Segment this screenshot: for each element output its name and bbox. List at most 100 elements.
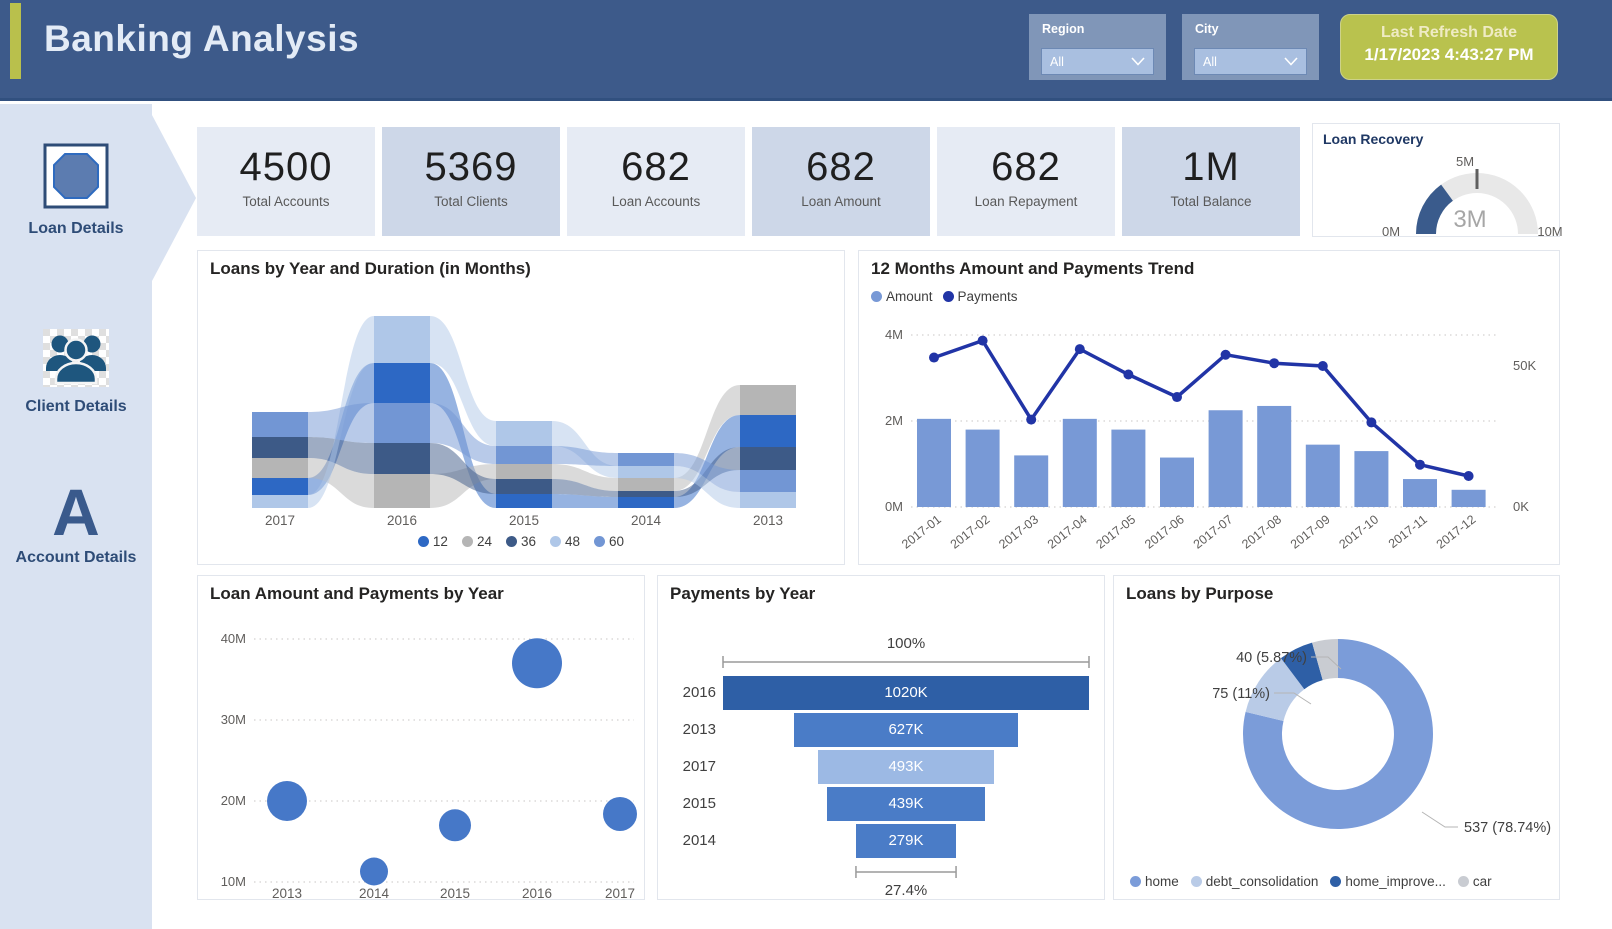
ribbon-flow-24[interactable] (674, 385, 740, 491)
amount-bar-2017-10[interactable] (1354, 451, 1389, 507)
ribbon-column-2017-12[interactable] (252, 478, 308, 495)
amount-bar-2017-09[interactable] (1305, 444, 1340, 507)
legend-item-home[interactable]: home (1130, 874, 1179, 889)
ribbon-column-2013-12[interactable] (740, 415, 796, 447)
payments-point-2017-03[interactable] (1026, 414, 1037, 425)
kpi-value: 682 (621, 145, 691, 189)
amount-bar-2017-06[interactable] (1160, 457, 1194, 507)
ribbon-column-2013-36[interactable] (740, 447, 796, 470)
ribbon-flow-48[interactable] (430, 316, 496, 446)
bubble-2016[interactable] (512, 638, 562, 689)
amount-bar-2017-04[interactable] (1062, 418, 1097, 507)
amount-bar-2017-01[interactable] (917, 418, 951, 507)
funnel-bar-2015[interactable]: 439K (827, 787, 985, 821)
bubble-2017[interactable] (603, 797, 637, 831)
region-dropdown[interactable]: All (1041, 48, 1154, 75)
payments-point-2017-11[interactable] (1415, 459, 1425, 470)
donut-slice-car[interactable] (1312, 639, 1338, 681)
ribbon-column-2015-12[interactable] (496, 494, 552, 508)
payments-point-2017-05[interactable] (1123, 369, 1134, 380)
amount-bar-2017-07[interactable] (1208, 410, 1243, 507)
amount-bar-2017-02[interactable] (965, 429, 1000, 507)
bubble-2014[interactable] (360, 857, 388, 886)
ribbon-column-2014-12[interactable] (618, 497, 674, 508)
city-dropdown-value: All (1203, 54, 1217, 69)
amount-bar-2017-08[interactable] (1257, 405, 1292, 507)
ribbon-column-2016-36[interactable] (374, 443, 430, 474)
legend-dot-icon (505, 536, 517, 547)
ribbon-column-2017-60[interactable] (252, 412, 308, 437)
payments-point-2017-06[interactable] (1172, 392, 1182, 403)
sidebar-item-account-details[interactable]: A Account Details (0, 479, 152, 567)
bubble-2013[interactable] (267, 781, 307, 821)
ribbon-flow-36[interactable] (552, 479, 618, 497)
ribbon-column-2015-36[interactable] (496, 479, 552, 494)
payments-point-2017-04[interactable] (1074, 344, 1085, 355)
ribbon-flow-48[interactable] (674, 466, 740, 508)
payments-point-2017-09[interactable] (1317, 361, 1328, 372)
funnel-bar-2017[interactable]: 493K (817, 750, 995, 784)
legend-item-amount[interactable]: Amount (871, 289, 933, 304)
legend-item-60[interactable]: 60 (594, 534, 624, 549)
donut-slice-debt_consolidation[interactable] (1245, 658, 1305, 721)
ribbon-column-2015-24[interactable] (496, 464, 552, 479)
payments-point-2017-08[interactable] (1269, 358, 1280, 369)
funnel-bar-2016[interactable]: 1020K (723, 676, 1089, 710)
ribbon-flow-36[interactable] (308, 437, 374, 474)
payments-point-2017-12[interactable] (1463, 470, 1474, 481)
legend-item-debt_consolidation[interactable]: debt_consolidation (1190, 874, 1318, 889)
ribbon-column-2014-48[interactable] (618, 466, 674, 478)
ribbon-column-2015-48[interactable] (496, 421, 552, 446)
payments-point-2017-01[interactable] (929, 352, 939, 363)
ribbon-flow-60[interactable] (430, 403, 496, 464)
ribbon-column-2017-24[interactable] (252, 458, 308, 478)
ribbon-flow-60[interactable] (552, 446, 618, 466)
amount-bar-2017-11[interactable] (1403, 479, 1437, 507)
ribbon-column-2016-24[interactable] (374, 474, 430, 508)
donut-slice-home[interactable] (1242, 639, 1433, 829)
bubble-2015[interactable] (439, 809, 471, 842)
city-dropdown[interactable]: All (1194, 48, 1307, 75)
payments-point-2017-10[interactable] (1366, 417, 1377, 428)
clients-icon (43, 329, 109, 387)
ribbon-column-2014-60[interactable] (618, 453, 674, 466)
ribbon-column-2017-36[interactable] (252, 437, 308, 458)
payments-line[interactable] (933, 338, 1469, 478)
payments-point-2017-02[interactable] (977, 335, 988, 346)
legend-item-payments[interactable]: Payments (942, 289, 1018, 304)
ribbon-flow-60[interactable] (308, 403, 374, 443)
ribbon-column-2013-60[interactable] (740, 470, 796, 492)
ribbon-column-2014-36[interactable] (618, 491, 674, 497)
amount-bar-2017-05[interactable] (1111, 429, 1146, 507)
legend-item-home_improvement[interactable]: home_improve... (1330, 874, 1446, 889)
sidebar-item-loan-details[interactable]: Loan Details (0, 143, 152, 238)
donut-callout-home-improvement: 40 (5.87%) (1236, 650, 1307, 666)
legend-item-24[interactable]: 24 (461, 534, 492, 549)
ribbon-flow-24[interactable] (308, 458, 374, 508)
ribbon-flow-60[interactable] (674, 453, 740, 492)
legend-item-car[interactable]: car (1457, 874, 1492, 889)
left-axis-label: 4M (885, 327, 903, 342)
ribbon-column-2016-48[interactable] (374, 316, 430, 363)
ribbon-column-2016-60[interactable] (374, 403, 430, 443)
ribbon-column-2016-12[interactable] (374, 363, 430, 403)
payments-point-2017-07[interactable] (1220, 349, 1231, 360)
legend-item-36[interactable]: 36 (505, 534, 536, 549)
legend-item-12[interactable]: 12 (417, 534, 448, 549)
legend-item-48[interactable]: 48 (550, 534, 580, 549)
ribbon-column-2017-48[interactable] (252, 495, 308, 508)
ribbon-flow-24[interactable] (552, 464, 618, 491)
funnel-bar-2013[interactable]: 627K (793, 713, 1019, 747)
amount-bar-2017-03[interactable] (1014, 455, 1049, 507)
funnel-bar-2014[interactable]: 279K (855, 824, 957, 858)
ribbon-column-2014-24[interactable] (618, 478, 674, 491)
ribbon-flow-36[interactable] (430, 443, 496, 494)
ribbon-column-2013-24[interactable] (740, 385, 796, 415)
donut-slice-home_improvement[interactable] (1280, 642, 1323, 690)
ribbon-flow-12[interactable] (552, 494, 618, 508)
sidebar-item-client-details[interactable]: Client Details (0, 329, 152, 416)
funnel-category-label: 2016 (682, 684, 716, 701)
ribbon-column-2013-48[interactable] (740, 492, 796, 508)
ribbon-column-2015-60[interactable] (496, 446, 552, 464)
amount-bar-2017-12[interactable] (1451, 489, 1486, 507)
